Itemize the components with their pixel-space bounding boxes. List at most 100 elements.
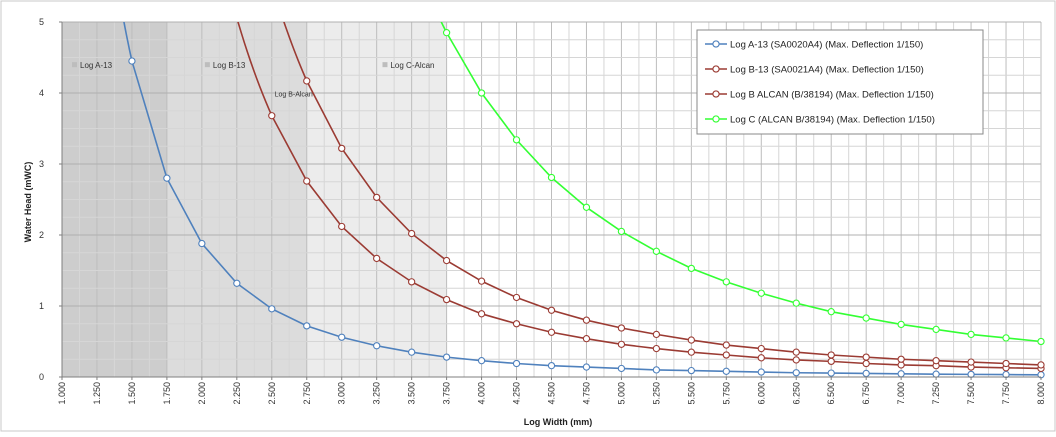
- legend-swatch-marker: [712, 90, 720, 98]
- x-tick-label: 6.750: [861, 382, 871, 405]
- x-tick-label: 2.750: [302, 382, 312, 405]
- series-3-point: [373, 193, 381, 202]
- series-2-point: [268, 112, 276, 120]
- legend-swatch-marker: [712, 65, 720, 73]
- series-2-point: [827, 357, 835, 366]
- series-3-point: [303, 77, 311, 85]
- region-label: Log C-Alcan: [390, 61, 434, 70]
- series-4-point: [652, 247, 661, 255]
- series-2-point: [617, 340, 626, 348]
- series-2-point: [338, 222, 346, 231]
- x-tick-label: 7.500: [966, 382, 976, 405]
- series-2-point: [582, 335, 591, 343]
- series-1-point: [128, 57, 136, 65]
- series-4-point: [617, 227, 626, 236]
- region-label-marker: [382, 62, 388, 68]
- series-3-point: [652, 330, 661, 339]
- region-label: Log B-13: [213, 61, 246, 70]
- series-4-point: [897, 320, 905, 329]
- series-4-point: [757, 289, 765, 297]
- series-1-point: [932, 370, 940, 378]
- series-2-point: [477, 310, 486, 318]
- series-1-point: [722, 367, 730, 375]
- x-tick-label: 3.000: [337, 382, 347, 405]
- x-tick-label: 1.500: [127, 382, 137, 405]
- series-1-point: [442, 353, 451, 361]
- x-tick-label: 8.000: [1036, 382, 1046, 405]
- series-3-point: [442, 256, 451, 265]
- x-tick-label: 6.250: [791, 382, 801, 405]
- series-1-point: [512, 359, 521, 368]
- series-2-point: [757, 354, 765, 362]
- x-tick-label: 3.750: [442, 382, 452, 405]
- series-1-point: [757, 368, 765, 376]
- x-tick-label: 1.000: [57, 382, 67, 405]
- series-4-point: [1037, 337, 1045, 346]
- series-2-point: [547, 328, 556, 336]
- x-tick-label: 2.000: [197, 382, 207, 405]
- x-tick-label: 2.500: [267, 382, 277, 405]
- series-4-point: [862, 314, 870, 322]
- series-3-point: [1037, 361, 1045, 369]
- series-1-point: [792, 369, 800, 377]
- series-4-point: [442, 29, 451, 37]
- series-1-point: [303, 322, 311, 330]
- region-label-marker: [72, 62, 77, 68]
- series-4-point: [687, 264, 696, 273]
- series-3-point: [827, 351, 835, 359]
- legend-entry-label: Log B-13 (SA0021A4) (Max. Deflection 1/1…: [730, 65, 924, 76]
- series-2-point: [687, 348, 696, 356]
- x-tick-label: 4.250: [512, 382, 522, 405]
- series-3-point: [897, 355, 905, 363]
- series-3-point: [582, 316, 591, 324]
- x-tick-label: 4.750: [581, 382, 591, 405]
- series-3-line: [306, 80, 1042, 366]
- axes: 1.000 1.250 1.500 1.750 2.000 2.250 2.500 2.750…: [39, 17, 1046, 405]
- y-tick-label: 2: [39, 230, 44, 240]
- series-1-point: [338, 333, 346, 341]
- series-3-point: [338, 144, 346, 153]
- x-tick-label: 6.000: [756, 382, 766, 405]
- series-1-point: [652, 366, 661, 374]
- legend-box: [696, 29, 984, 135]
- y-tick-label: 5: [39, 17, 44, 27]
- legend-entry-label: Log A-13 (SA0020A4) (Max. Deflection 1/1…: [730, 40, 923, 51]
- series-4-point: [722, 278, 730, 286]
- series-4-point: [792, 299, 800, 307]
- series-3-point: [792, 348, 800, 356]
- series-3-point: [477, 277, 486, 285]
- series-1-point: [268, 305, 276, 313]
- x-tick-label: 5.250: [651, 382, 661, 405]
- x-tick-label: 7.000: [896, 382, 906, 405]
- series-3-point: [967, 358, 975, 366]
- region-labels: Log A-13 Log B-13 Log C-Alcan Log B-Alcan: [72, 61, 435, 99]
- series-3-point: [617, 324, 626, 332]
- series-1-point: [582, 363, 591, 371]
- legend-entry-label: Log C (ALCAN B/38194) (Max. Deflection 1…: [730, 115, 935, 126]
- series-1-point: [687, 366, 696, 375]
- series-1-point: [407, 348, 416, 356]
- annotation-label: Log B-Alcan: [275, 92, 313, 99]
- series-4-point: [932, 325, 940, 334]
- region-label: Log A-13: [80, 61, 113, 70]
- series-4-point: [582, 203, 591, 211]
- series-4-point: [512, 136, 521, 144]
- x-tick-label: 1.250: [92, 382, 102, 405]
- series-3-point: [687, 336, 696, 344]
- legend-entry-label: Log B ALCAN (B/38194) (Max. Deflection 1…: [730, 90, 934, 101]
- legend-swatch-marker: [712, 115, 720, 123]
- series-3-point: [1002, 359, 1010, 368]
- series-3-point: [862, 353, 870, 361]
- x-tick-label: 6.500: [826, 382, 836, 405]
- series-4-point: [547, 173, 556, 182]
- series-3-point: [722, 341, 730, 349]
- series-3-point: [932, 357, 940, 365]
- x-tick-label: 3.250: [372, 382, 382, 405]
- series-2-point: [792, 356, 800, 364]
- legend: Log A-13 (SA0020A4) (Max. Deflection 1/1…: [696, 29, 984, 135]
- region-label-marker: [204, 62, 210, 68]
- legend-swatch-marker: [712, 40, 720, 48]
- series-2-point: [722, 351, 730, 359]
